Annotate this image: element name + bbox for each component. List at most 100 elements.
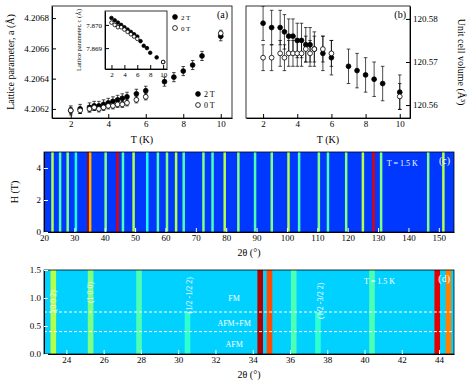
heatmap-cell <box>75 152 78 232</box>
bottom-axis: 246810 <box>53 114 233 129</box>
tick-label: 2 <box>69 119 74 129</box>
tick-mark <box>327 350 328 354</box>
heatmap-cell <box>318 152 321 232</box>
tick-label: 120 <box>341 233 355 243</box>
point <box>269 55 274 60</box>
error-bar <box>381 66 385 100</box>
tick-label: 1.5 <box>30 265 42 275</box>
tick: 2 <box>261 114 266 129</box>
error-bar <box>270 45 274 71</box>
heatmap-cell <box>175 152 178 232</box>
point <box>372 77 377 82</box>
tick-mark <box>406 105 410 106</box>
point <box>161 60 165 64</box>
heatmap-cell <box>166 152 169 232</box>
tick-mark <box>124 65 125 69</box>
axis-line <box>44 271 45 355</box>
tick: 110 <box>311 228 325 243</box>
series <box>110 21 165 64</box>
tick-mark <box>221 114 222 118</box>
point <box>218 31 223 36</box>
axis-line <box>52 7 53 119</box>
point <box>312 47 317 52</box>
phase-boundary <box>44 331 454 332</box>
tick: 42 <box>398 350 407 365</box>
tick: 26 <box>100 350 110 365</box>
x-axis-title: T (K) <box>131 134 153 146</box>
error-bar <box>261 45 265 71</box>
y-axis-title: H (T) <box>9 181 21 204</box>
point <box>278 51 283 56</box>
annotation: T = 1.5 K <box>364 277 395 286</box>
tick-label: 0.5 <box>30 321 42 331</box>
legend-marker <box>196 103 201 108</box>
tick: 40 <box>361 350 371 365</box>
error-bar <box>191 60 195 69</box>
tick-label: 8 <box>149 71 153 79</box>
tick-label: 6 <box>136 71 140 79</box>
heatmap-cell <box>254 152 257 232</box>
point <box>278 25 283 30</box>
tick-mark <box>263 114 264 118</box>
tick-label: 0 <box>37 227 42 237</box>
tick-label: 4.2066 <box>24 44 49 54</box>
point <box>106 103 111 108</box>
tick-mark <box>66 350 67 354</box>
tick-label: 1.0 <box>30 293 42 303</box>
tick-mark <box>317 228 318 232</box>
tick-label: 34 <box>249 355 259 365</box>
tick: 10 <box>396 114 406 129</box>
point <box>111 103 116 108</box>
tick-label: 6 <box>144 119 149 129</box>
tick-mark <box>215 350 216 354</box>
tick: 80 <box>222 228 232 243</box>
tick-label: 4.2068 <box>24 13 49 23</box>
tick-label: 4 <box>123 71 127 79</box>
tick-mark <box>52 109 56 110</box>
tick: 120.56 <box>406 100 438 110</box>
tick-label: 50 <box>131 233 141 243</box>
figure-container: 2468104.20624.20644.20664.2068T (K)Latti… <box>0 0 474 389</box>
panel: 2030405060708090100110120130140150024T =… <box>9 152 455 259</box>
tick: 50 <box>131 228 141 243</box>
point <box>87 107 92 112</box>
tick-mark <box>366 114 367 118</box>
tick: 1.0 <box>30 293 48 303</box>
error-bar <box>78 104 82 113</box>
error-bar <box>111 103 115 109</box>
point <box>116 21 120 25</box>
error-bar <box>106 103 110 109</box>
point <box>143 88 148 93</box>
tick-label: 150 <box>433 233 447 243</box>
error-bar <box>321 36 325 70</box>
background <box>0 0 474 389</box>
heatmap-cell <box>89 152 92 232</box>
point <box>134 97 139 102</box>
error-bar <box>295 40 299 66</box>
point <box>161 60 165 64</box>
tick: 140 <box>402 228 416 243</box>
tick: 4.2068 <box>24 13 56 23</box>
tick: 32 <box>211 350 220 365</box>
point <box>261 21 266 26</box>
tick-label: 10 <box>396 119 406 129</box>
error-bar <box>125 100 129 106</box>
x-axis-title: T (K) <box>317 134 339 146</box>
error-bar <box>304 28 308 62</box>
error-bar <box>278 40 282 66</box>
tick-mark <box>178 350 179 354</box>
axis-line <box>247 118 411 119</box>
point <box>282 55 287 60</box>
error-bar <box>97 106 101 112</box>
heatmap-cell <box>237 152 240 232</box>
point <box>355 68 360 73</box>
tick-label: 30 <box>70 233 80 243</box>
tick-mark <box>439 228 440 232</box>
tick-mark <box>135 228 136 232</box>
point <box>68 108 73 113</box>
heatmap-cell <box>59 152 62 232</box>
left-axis: 0.00.51.01.5 <box>30 265 48 359</box>
legend-label: 2 T <box>181 14 191 22</box>
error-bar <box>300 40 304 66</box>
error-bar <box>287 40 291 66</box>
